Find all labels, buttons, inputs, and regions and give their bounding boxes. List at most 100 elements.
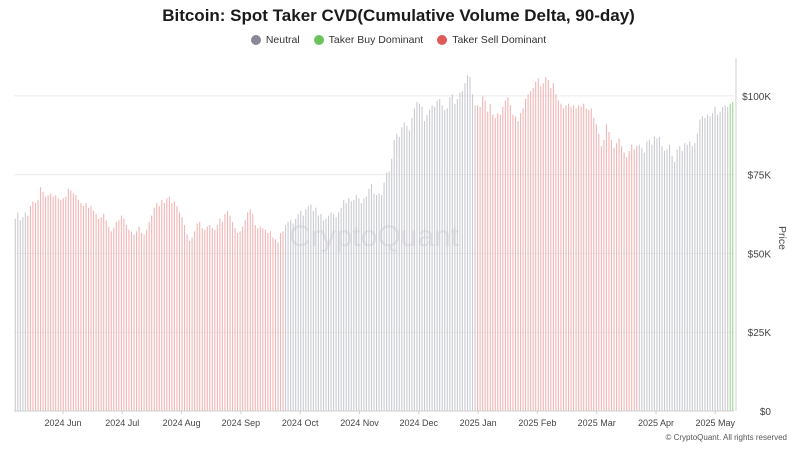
cvd-bar xyxy=(633,149,635,411)
cvd-bar xyxy=(365,196,367,411)
cvd-bar xyxy=(413,108,415,411)
cvd-bar xyxy=(247,212,249,411)
cvd-bar xyxy=(444,110,446,412)
cvd-bar xyxy=(666,149,668,411)
cvd-bar xyxy=(317,215,319,411)
cvd-bar xyxy=(669,144,671,411)
legend-item-buy[interactable]: Taker Buy Dominant xyxy=(313,34,424,46)
cvd-bar xyxy=(701,116,703,411)
cvd-bar xyxy=(535,81,537,411)
cvd-bar xyxy=(421,106,423,412)
legend-label-neutral: Neutral xyxy=(265,34,300,46)
cvd-bar xyxy=(277,242,279,411)
cvd-bar xyxy=(226,210,229,411)
cvd-bar xyxy=(110,231,112,411)
cvd-bar xyxy=(166,198,168,411)
cvd-bar xyxy=(39,187,42,411)
cvd-bar xyxy=(103,214,105,411)
cvd-bar xyxy=(327,215,330,411)
cvd-bar xyxy=(656,138,658,411)
cvd-bar xyxy=(456,98,458,412)
cvd-bar xyxy=(621,146,623,411)
cvd-bar xyxy=(211,228,213,411)
cvd-bar xyxy=(108,226,110,411)
cvd-bar xyxy=(487,111,489,412)
x-tick-label: 2024 Oct xyxy=(282,418,319,428)
cvd-bar xyxy=(264,229,266,411)
x-tick-label: 2024 Aug xyxy=(163,418,201,428)
cvd-bar xyxy=(279,232,282,411)
cvd-bar xyxy=(451,94,453,411)
cvd-bar xyxy=(249,209,251,411)
cvd-bar xyxy=(360,202,362,411)
x-tick-label: 2024 Nov xyxy=(340,418,379,428)
cvd-bar xyxy=(80,202,82,411)
cvd-bar xyxy=(343,199,345,411)
cvd-bar xyxy=(135,231,138,411)
cvd-bar xyxy=(307,206,309,411)
cvd-bar xyxy=(631,144,633,411)
cvd-bar xyxy=(285,225,287,411)
cvd-bar xyxy=(613,147,615,411)
cvd-bar xyxy=(302,215,304,411)
cvd-bar xyxy=(532,87,534,412)
cvd-bar xyxy=(234,228,236,411)
cvd-bar xyxy=(55,195,57,411)
legend-item-neutral[interactable]: Neutral xyxy=(250,34,300,46)
cvd-bar xyxy=(585,108,587,411)
cvd-bar xyxy=(497,113,499,411)
y-tick-label: $50K xyxy=(748,249,772,260)
cvd-bar xyxy=(123,218,125,411)
cvd-bar xyxy=(50,193,52,411)
legend-label-buy: Taker Buy Dominant xyxy=(328,34,424,46)
cvd-bar xyxy=(717,114,719,411)
cvd-bar xyxy=(696,133,698,411)
x-tick-label: 2024 Jul xyxy=(105,418,139,428)
cvd-bar xyxy=(603,139,605,412)
cvd-bar xyxy=(522,108,524,411)
cvd-bar xyxy=(57,198,59,411)
cvd-bar xyxy=(671,155,673,411)
cvd-bar xyxy=(214,229,216,411)
cvd-bar xyxy=(525,98,527,412)
cvd-bar xyxy=(479,106,481,412)
chart-title: Bitcoin: Spot Taker CVD(Cumulative Volum… xyxy=(162,6,635,25)
cvd-bar xyxy=(158,206,160,411)
cvd-bar xyxy=(494,117,496,412)
cvd-bar xyxy=(239,231,241,411)
cvd-bar xyxy=(504,100,506,412)
cvd-bar xyxy=(254,225,256,411)
cvd-bar xyxy=(333,214,335,411)
cvd-bar xyxy=(423,121,426,412)
cvd-bar xyxy=(224,214,226,411)
cvd-bar xyxy=(161,199,163,411)
cvd-bar xyxy=(47,195,49,411)
cvd-bar xyxy=(143,234,145,411)
y-tick-label: $25K xyxy=(748,328,772,339)
cvd-bar xyxy=(98,218,100,411)
cvd-bar xyxy=(537,78,539,412)
cvd-bar xyxy=(719,111,721,412)
cvd-bar xyxy=(676,149,678,411)
cvd-bar xyxy=(570,106,572,412)
cvd-bar xyxy=(282,231,284,411)
cvd-bar xyxy=(434,106,436,412)
cvd-bar xyxy=(231,221,234,411)
cvd-bar xyxy=(626,157,628,411)
cvd-bar xyxy=(335,217,337,411)
cvd-bar xyxy=(418,103,421,411)
legend-item-sell[interactable]: Taker Sell Dominant xyxy=(437,34,546,46)
cvd-bar xyxy=(598,133,600,411)
cvd-bar xyxy=(628,150,630,412)
cvd-bar xyxy=(638,144,640,411)
cvd-bar xyxy=(348,198,350,411)
cvd-bar xyxy=(90,206,92,411)
cvd-bar xyxy=(706,114,709,411)
cvd-bar xyxy=(398,136,400,411)
cvd-bar xyxy=(547,80,549,411)
cvd-bar xyxy=(426,114,428,411)
cvd-bar xyxy=(125,225,127,411)
cvd-bar xyxy=(297,214,299,411)
cvd-bar xyxy=(118,220,120,411)
cvd-bar xyxy=(259,226,261,411)
